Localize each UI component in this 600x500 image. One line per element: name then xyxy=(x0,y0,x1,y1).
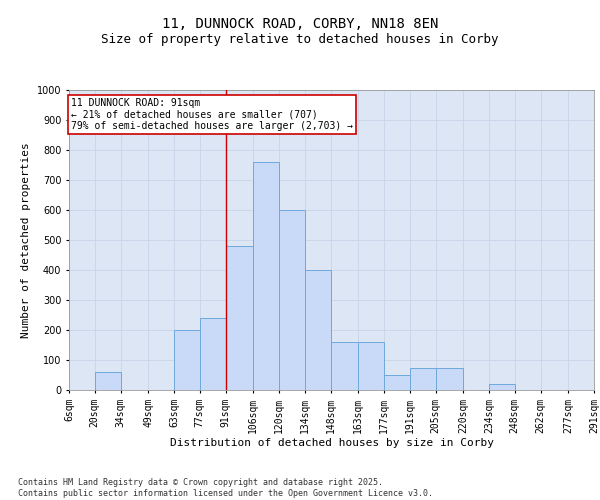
Text: Size of property relative to detached houses in Corby: Size of property relative to detached ho… xyxy=(101,32,499,46)
Bar xyxy=(279,210,305,390)
Bar xyxy=(253,162,279,390)
Bar xyxy=(358,342,384,390)
Bar xyxy=(174,330,200,390)
X-axis label: Distribution of detached houses by size in Corby: Distribution of detached houses by size … xyxy=(170,438,493,448)
Bar xyxy=(410,368,436,390)
Bar xyxy=(489,384,515,390)
Y-axis label: Number of detached properties: Number of detached properties xyxy=(22,142,31,338)
Text: 11, DUNNOCK ROAD, CORBY, NN18 8EN: 11, DUNNOCK ROAD, CORBY, NN18 8EN xyxy=(162,18,438,32)
Text: 11 DUNNOCK ROAD: 91sqm
← 21% of detached houses are smaller (707)
79% of semi-de: 11 DUNNOCK ROAD: 91sqm ← 21% of detached… xyxy=(71,98,353,130)
Bar xyxy=(200,318,226,390)
Bar xyxy=(384,375,410,390)
Text: Contains HM Land Registry data © Crown copyright and database right 2025.
Contai: Contains HM Land Registry data © Crown c… xyxy=(18,478,433,498)
Bar xyxy=(226,246,253,390)
Bar xyxy=(305,270,331,390)
Bar xyxy=(95,372,121,390)
Bar xyxy=(436,368,463,390)
Bar xyxy=(331,342,358,390)
